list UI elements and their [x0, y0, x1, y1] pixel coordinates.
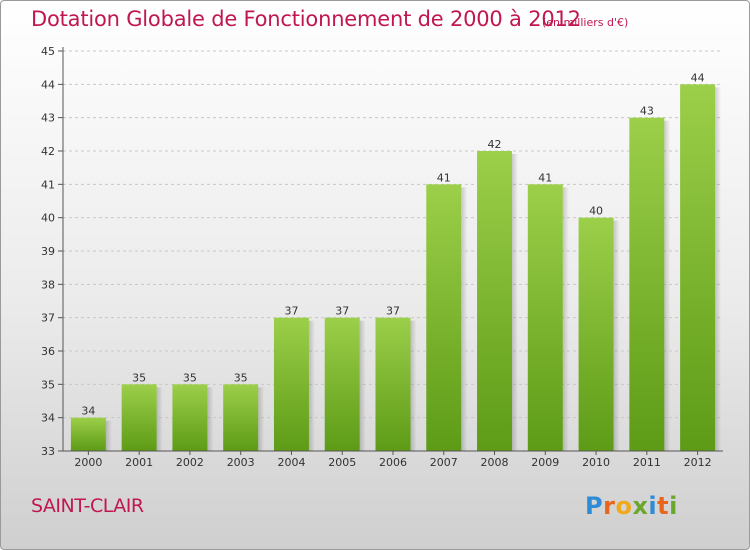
bar-shadow [308, 320, 315, 451]
logo-letter-r: r [603, 492, 616, 520]
bar-shadow [105, 420, 112, 451]
y-tick-label: 36 [41, 345, 55, 358]
bar-shadow [410, 320, 417, 451]
proxiti-logo: Proxiti [585, 492, 678, 520]
bar-shadow [562, 187, 569, 452]
y-tick-label: 33 [41, 445, 55, 458]
bar-value-label: 41 [538, 171, 552, 184]
bar-2009 [527, 184, 563, 452]
y-tick-label: 41 [41, 178, 55, 191]
y-tick-label: 38 [41, 278, 55, 291]
bar-2007 [426, 184, 462, 452]
chart-unit: (en milliers d'€) [542, 16, 629, 29]
y-tick-label: 39 [41, 245, 55, 258]
x-tick-label: 2009 [531, 456, 559, 469]
x-tick-label: 2008 [481, 456, 509, 469]
y-tick-label: 43 [41, 112, 55, 125]
logo-letter-t: t [657, 492, 670, 520]
bar-shadow [156, 387, 163, 451]
bar-value-label: 37 [386, 305, 400, 318]
x-tick-label: 2003 [227, 456, 255, 469]
x-tick-label: 2004 [277, 456, 305, 469]
x-tick-label: 2002 [176, 456, 204, 469]
bar-2012 [680, 84, 716, 451]
bar-2006 [375, 317, 411, 451]
y-tick-label: 34 [41, 412, 55, 425]
x-tick-label: 2010 [582, 456, 610, 469]
bar-shadow [715, 87, 722, 451]
logo-letter-i2: i [669, 492, 678, 520]
bar-value-label: 35 [183, 371, 197, 384]
bar-shadow [512, 154, 519, 451]
bar-2002 [172, 384, 208, 451]
chart-title: Dotation Globale de Fonctionnement de 20… [31, 7, 581, 31]
logo-letter-o: o [615, 492, 633, 520]
x-tick-label: 2006 [379, 456, 407, 469]
y-tick-label: 44 [41, 78, 55, 91]
x-tick-label: 2012 [684, 456, 712, 469]
bar-value-label: 44 [691, 71, 705, 84]
bar-shadow [613, 220, 620, 451]
bar-2003 [223, 384, 259, 451]
bar-2008 [477, 151, 513, 451]
bar-shadow [664, 120, 671, 452]
bar-value-label: 34 [81, 405, 95, 418]
x-tick-label: 2011 [633, 456, 661, 469]
commune-name: SAINT-CLAIR [31, 495, 144, 517]
bar-value-label: 37 [284, 305, 298, 318]
y-tick-label: 40 [41, 212, 55, 225]
bar-shadow [461, 187, 468, 452]
x-tick-label: 2000 [74, 456, 102, 469]
x-tick-label: 2001 [125, 456, 153, 469]
bar-shadow [258, 387, 265, 451]
y-tick-label: 37 [41, 312, 55, 325]
logo-letter-p: P [585, 492, 604, 520]
bar-2011 [629, 117, 665, 452]
bar-value-label: 42 [488, 138, 502, 151]
bar-value-label: 41 [437, 171, 451, 184]
bar-2005 [324, 317, 360, 451]
bar-2004 [273, 317, 309, 451]
logo-letter-i: i [648, 492, 658, 520]
y-tick-label: 42 [41, 145, 55, 158]
bar-2001 [121, 384, 157, 451]
bar-value-label: 37 [335, 305, 349, 318]
bar-value-label: 40 [589, 205, 603, 218]
bar-2010 [578, 217, 614, 451]
bar-value-label: 35 [132, 371, 146, 384]
logo-letter-x: x [632, 492, 649, 520]
y-tick-label: 45 [41, 45, 55, 58]
x-tick-label: 2007 [430, 456, 458, 469]
y-tick-label: 35 [41, 378, 55, 391]
bar-value-label: 43 [640, 105, 654, 118]
bar-shadow [359, 320, 366, 451]
bar-value-label: 35 [234, 371, 248, 384]
x-tick-label: 2005 [328, 456, 356, 469]
bar-2000 [70, 417, 106, 451]
bar-shadow [207, 387, 214, 451]
